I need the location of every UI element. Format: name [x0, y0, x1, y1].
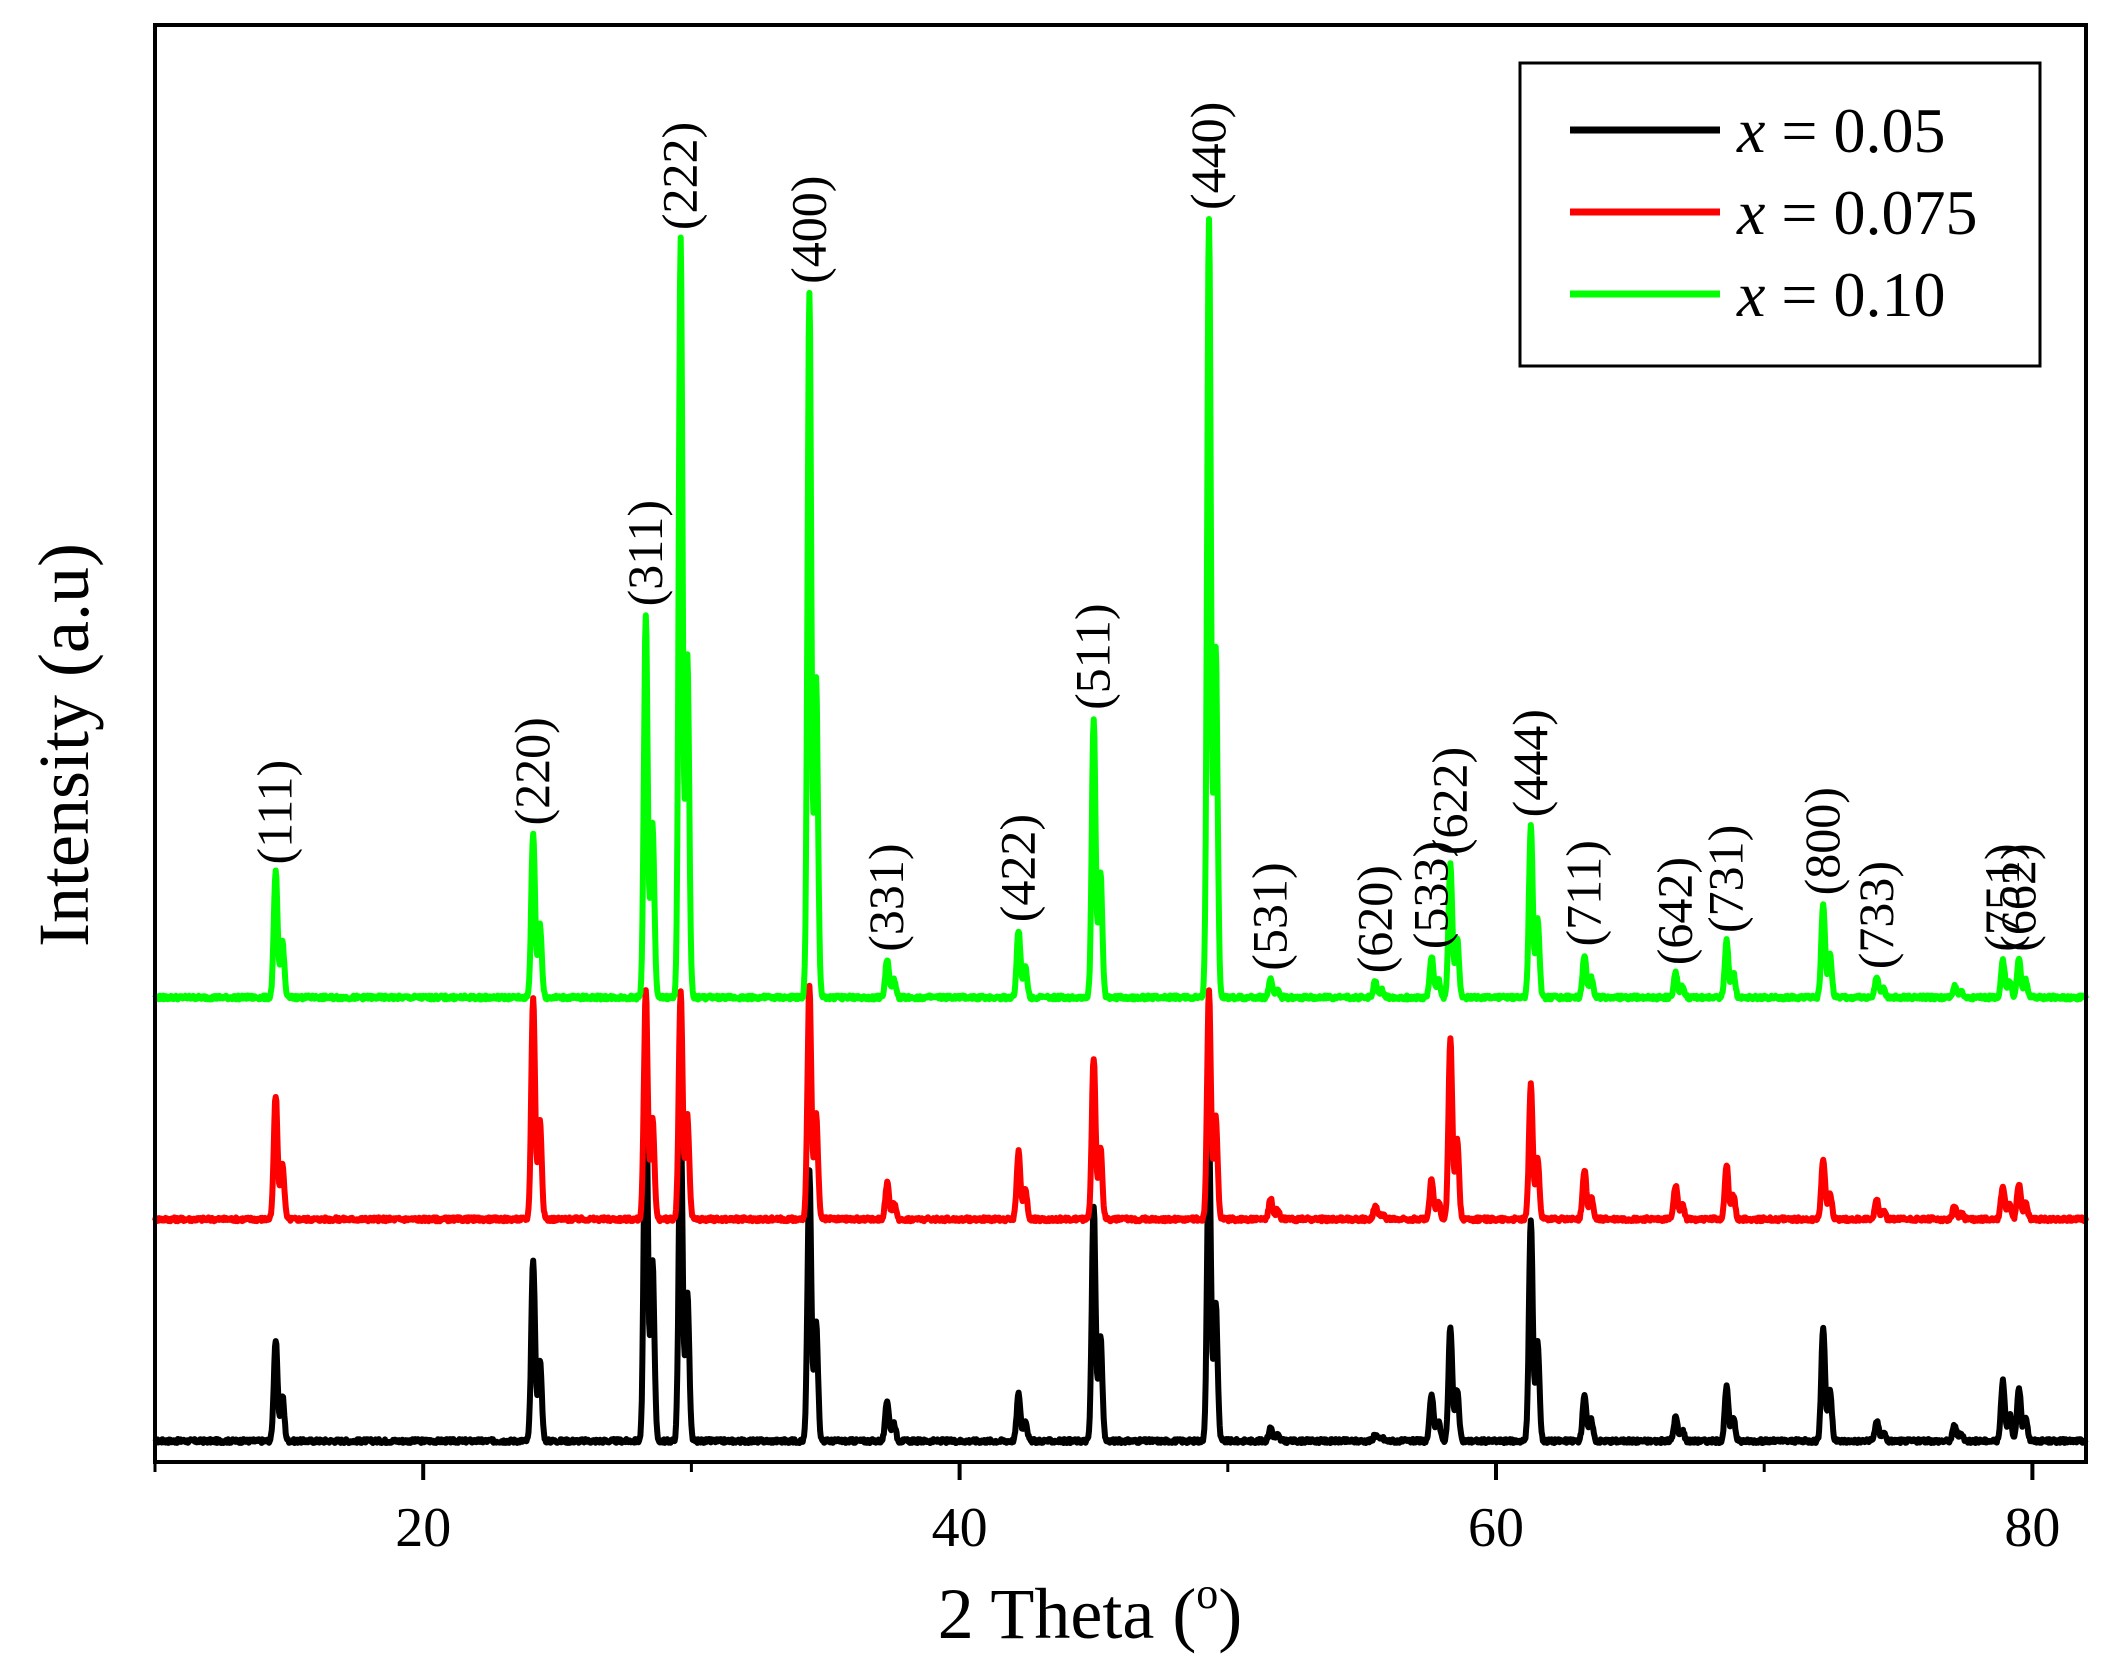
- series-line-x-0-075: [152, 982, 2089, 1225]
- peak-annotations: (111) (220) (311) (222) (400) (331) (422) (511)…: [247, 102, 2046, 974]
- series-layer: [152, 216, 2089, 1446]
- legend-var: x: [1736, 177, 1765, 248]
- peak-label-511: (511): [1065, 603, 1121, 709]
- legend: x = 0.05 x = 0.075 x = 0.10: [1518, 61, 2042, 368]
- peak-label-222: (222): [652, 122, 708, 230]
- peak-label-751: (751): [1974, 843, 2030, 951]
- peak-label-800: (800): [1794, 787, 1850, 895]
- peak-label-422: (422): [990, 814, 1046, 922]
- peak-label-620: (620): [1346, 865, 1402, 973]
- legend-label: = 0.05: [1765, 95, 1945, 166]
- x-tick-label-60: 60: [1468, 1497, 1524, 1559]
- series-line-x-0-10: [152, 216, 2089, 1003]
- plot-frame: [153, 23, 2088, 1464]
- x-axis-ticks: 20 40 60 80: [153, 1462, 2060, 1559]
- peak-label-220: (220): [504, 717, 560, 825]
- peak-label-531: (531): [1242, 862, 1298, 970]
- series-line-x-0-05: [152, 1036, 2089, 1446]
- x-tick-label-80: 80: [2004, 1497, 2060, 1559]
- legend-entry-x-0-05: x = 0.05: [1570, 95, 1946, 166]
- legend-label: = 0.10: [1765, 259, 1945, 330]
- legend-entry-x-0-10: x = 0.10: [1570, 259, 1946, 330]
- peak-label-444: (444): [1502, 709, 1558, 817]
- legend-var: x: [1736, 95, 1765, 166]
- peak-label-533: (533): [1403, 841, 1459, 949]
- x-tick-label-40: 40: [932, 1497, 988, 1559]
- svg-text:x = 0.075: x = 0.075: [1736, 177, 1978, 248]
- peak-label-622: (622): [1421, 747, 1477, 855]
- peak-label-662: (662): [1990, 843, 2046, 951]
- peak-label-731: (731): [1698, 825, 1754, 933]
- legend-var: x: [1736, 259, 1765, 330]
- legend-label: = 0.075: [1765, 177, 1977, 248]
- peak-label-400: (400): [780, 176, 836, 284]
- peak-label-111: (111): [247, 760, 303, 865]
- peak-label-311: (311): [617, 500, 673, 606]
- peak-label-440: (440): [1180, 102, 1236, 210]
- svg-text:x = 0.10: x = 0.10: [1736, 259, 1946, 330]
- x-axis-title: 2 Theta (o): [938, 1569, 1243, 1654]
- legend-entry-x-0-075: x = 0.075: [1570, 177, 1978, 248]
- peak-label-733: (733): [1848, 861, 1904, 969]
- x-tick-label-20: 20: [395, 1497, 451, 1559]
- y-axis-title: Intensity (a.u): [24, 543, 104, 947]
- svg-text:x = 0.05: x = 0.05: [1736, 95, 1946, 166]
- peak-label-642: (642): [1647, 857, 1703, 965]
- peak-label-711: (711): [1556, 840, 1612, 946]
- peak-label-331: (331): [858, 843, 914, 951]
